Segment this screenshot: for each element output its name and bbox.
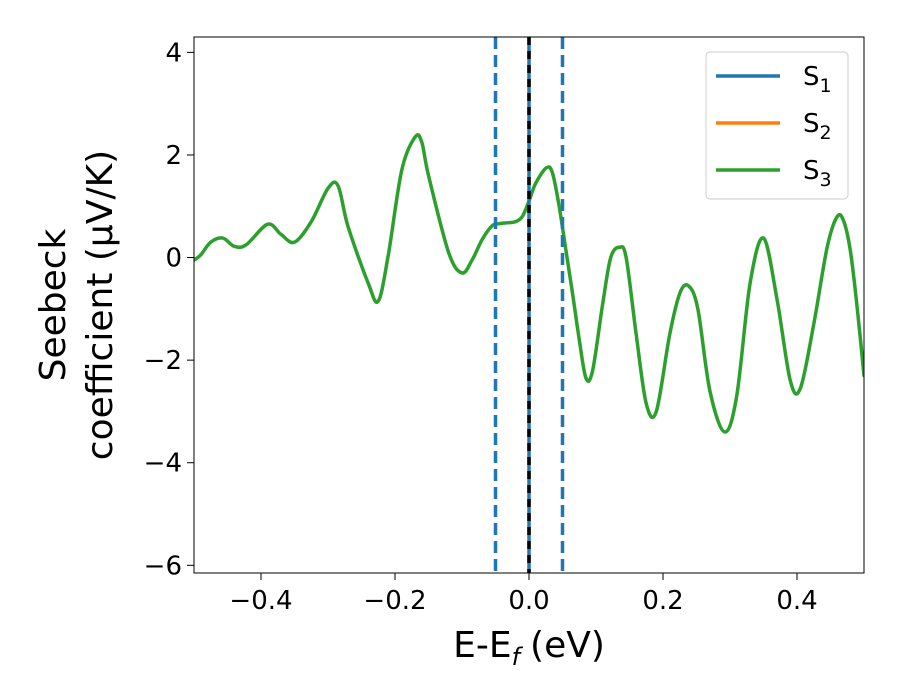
x-tick-label: 0.4 [776, 586, 817, 616]
x-tick-label: 0.0 [508, 586, 549, 616]
x-tick-label: −0.4 [229, 586, 292, 616]
y-tick-label: −4 [144, 449, 182, 479]
series-s3-line [194, 133, 864, 434]
x-axis-label-subscript: f [512, 643, 524, 671]
legend-label-s3: S3 [803, 156, 832, 191]
y-axis-label-line2: coefficient (μV/K) [80, 150, 121, 460]
x-tick-label: 0.2 [642, 586, 683, 616]
x-tick-label: −0.2 [363, 586, 426, 616]
y-tick-label: 0 [165, 244, 182, 274]
axis-ticks: −0.4 −0.2 0.0 0.2 0.4 −6 −4 −2 0 2 4 [144, 38, 818, 616]
y-axis-label-line1: Seebeck [33, 228, 74, 381]
legend-box [705, 51, 849, 200]
x-axis-label: E-Ef (eV) [453, 625, 605, 671]
y-tick-label: 2 [165, 141, 182, 171]
plot-area [194, 37, 864, 573]
legend-label-s2: S2 [803, 109, 832, 144]
x-axis-label-unit: (eV) [530, 625, 605, 666]
legend-label-s1: S1 [803, 62, 832, 97]
y-tick-label: −6 [144, 551, 182, 581]
legend: S1 S2 S3 [705, 51, 849, 200]
y-tick-label: −2 [144, 346, 182, 376]
y-tick-label: 4 [165, 38, 182, 68]
